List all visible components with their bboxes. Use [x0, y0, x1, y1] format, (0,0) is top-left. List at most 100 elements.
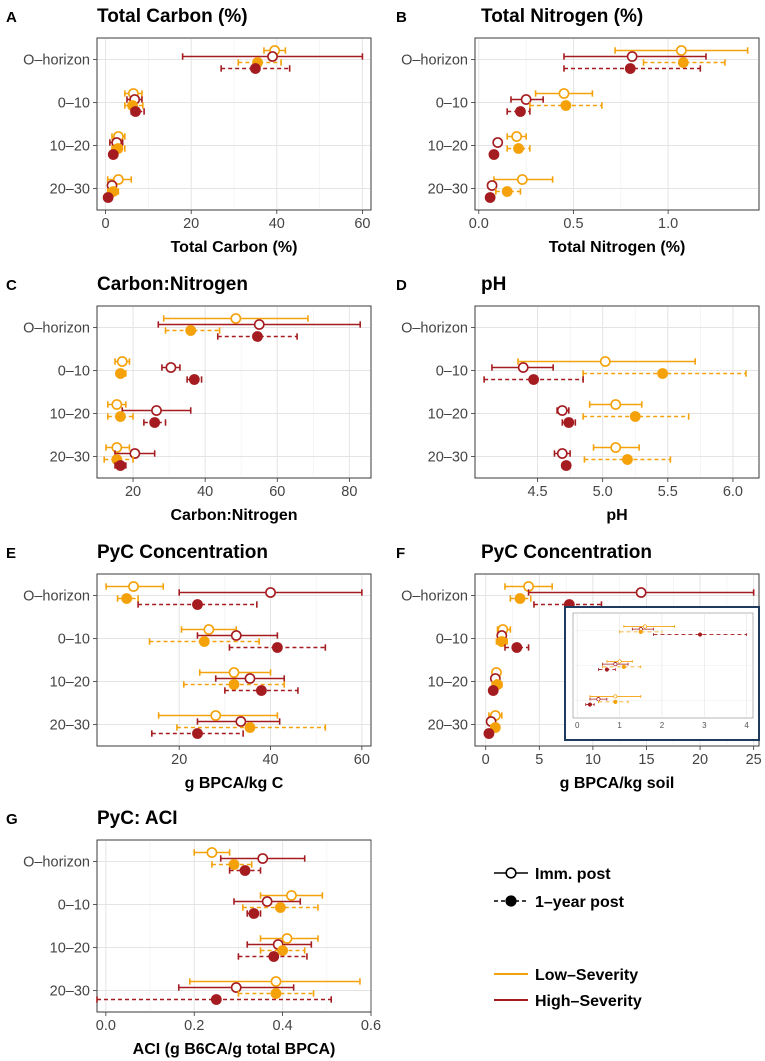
x-tick-label: 60 [354, 216, 370, 232]
point-high-imm-1 [165, 362, 177, 373]
x-tick-label: 20 [171, 752, 187, 768]
inset-point-low-imm-1 [617, 659, 622, 664]
x-tick-label: 60 [354, 752, 370, 768]
inset-point-high-yr1-0 [697, 632, 703, 637]
panel-title: Total Nitrogen (%) [481, 6, 643, 27]
inset-point-high-imm-1 [613, 662, 618, 667]
point-high-imm-0 [626, 51, 638, 62]
point-low-yr1-3 [244, 722, 256, 733]
x-tick-label: 0.2 [184, 1018, 204, 1034]
point-low-yr1-3 [489, 722, 501, 733]
point-high-yr1-1 [511, 642, 523, 653]
inset-x-tick-label: 2 [660, 721, 665, 730]
plot-border [96, 305, 372, 479]
x-tick-label: 60 [269, 484, 285, 500]
x-axis-title: g BPCA/kg C [185, 775, 284, 792]
inset-point-low-imm-2 [613, 694, 618, 699]
point-high-yr1-3 [192, 728, 203, 739]
point-high-imm-3 [556, 448, 568, 459]
x-axis-title: Carbon:Nitrogen [170, 507, 297, 524]
plot-area [96, 573, 372, 747]
x-tick-label: 15 [638, 752, 654, 768]
point-low-imm-3 [516, 174, 528, 185]
inset-point-low-yr1-2 [613, 699, 618, 704]
y-category-label: O–horizon [23, 855, 90, 871]
y-category-label: 20–30 [428, 718, 468, 734]
panel-letter: F [396, 545, 405, 562]
panel-letter: B [396, 9, 407, 26]
point-high-imm-1 [261, 896, 273, 907]
panel-title: PyC Concentration [97, 542, 268, 563]
panel-title: Total Carbon (%) [97, 6, 248, 27]
point-high-imm-0 [257, 853, 269, 864]
point-low-yr1-2 [277, 945, 289, 956]
x-tick-label: 1.0 [658, 216, 678, 232]
point-low-yr1-1 [657, 368, 668, 379]
point-high-yr1-3 [102, 192, 114, 203]
legend-imm-label: Imm. post [535, 866, 611, 883]
y-category-label: 20–30 [428, 450, 468, 466]
x-tick-label: 5.5 [658, 484, 678, 500]
y-category-label: O–horizon [401, 589, 468, 605]
y-category-label: 0–10 [436, 364, 468, 380]
x-tick-label: 25 [746, 752, 762, 768]
x-tick-label: 0.6 [361, 1018, 381, 1034]
point-low-imm-0 [230, 313, 242, 324]
inset-zoom: 0 1 2 3 4 [564, 606, 760, 741]
point-high-yr1-3 [484, 192, 496, 203]
point-low-imm-2 [281, 933, 293, 944]
inset-point-low-yr1-1 [621, 664, 626, 669]
point-low-yr1-2 [629, 411, 641, 422]
point-low-imm-3 [113, 174, 124, 185]
point-high-yr1-3 [483, 728, 495, 739]
panel-letter: E [6, 545, 16, 562]
panel-title: PyC: ACI [97, 808, 178, 829]
legend-high-severity-label: High–Severity [535, 993, 642, 1010]
y-category-label: 20–30 [50, 718, 90, 734]
point-high-yr1-3 [560, 460, 572, 471]
point-high-imm-3 [230, 982, 242, 993]
x-tick-label: 20 [125, 484, 141, 500]
plot-area [96, 305, 372, 479]
y-category-label: O–horizon [401, 53, 468, 69]
point-high-yr1-3 [115, 460, 126, 471]
x-tick-label: 10 [585, 752, 601, 768]
panel-letter: A [6, 9, 17, 26]
point-low-yr1-2 [228, 679, 240, 690]
point-high-imm-0 [635, 587, 647, 598]
point-high-yr1-1 [130, 106, 141, 117]
y-category-label: 10–20 [50, 407, 90, 423]
point-low-yr1-3 [270, 988, 282, 999]
point-low-yr1-3 [622, 454, 633, 465]
point-low-yr1-1 [275, 902, 286, 913]
y-category-label: 10–20 [428, 139, 468, 155]
y-category-label: 20–30 [50, 182, 90, 198]
x-tick-label: 80 [341, 484, 357, 500]
legend-yr1-marker [505, 895, 517, 907]
panel-title: Carbon:Nitrogen [97, 274, 248, 295]
point-high-yr1-1 [515, 106, 526, 117]
point-low-imm-3 [111, 442, 123, 453]
point-high-imm-2 [244, 673, 256, 684]
x-tick-label: 0.4 [273, 1018, 293, 1034]
x-tick-label: 40 [269, 216, 285, 232]
y-category-label: 20–30 [428, 182, 468, 198]
point-low-yr1-1 [115, 368, 126, 379]
point-low-imm-3 [270, 976, 282, 987]
point-high-yr1-1 [248, 908, 260, 919]
x-axis-title: Total Carbon (%) [171, 239, 298, 256]
x-tick-label: 0.0 [469, 216, 489, 232]
plot-border [474, 37, 760, 211]
legend-imm-marker [505, 867, 517, 879]
legend-yr1-label: 1–year post [535, 894, 625, 911]
point-high-yr1-2 [149, 417, 161, 428]
point-high-yr1-1 [271, 642, 283, 653]
point-low-yr1-0 [121, 593, 133, 604]
point-low-yr1-0 [514, 593, 526, 604]
y-category-label: 20–30 [50, 450, 90, 466]
point-high-imm-3 [486, 180, 498, 191]
point-low-imm-1 [116, 356, 128, 367]
